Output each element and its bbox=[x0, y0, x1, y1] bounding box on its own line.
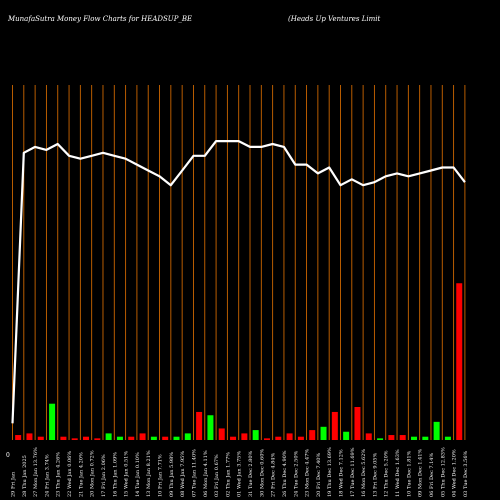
x-tick-label: 30 Mon Dec 0.60% bbox=[259, 449, 265, 497]
x-tick-label: 24 Tue Dec 2.50% bbox=[293, 450, 299, 497]
money-flow-bar bbox=[252, 430, 259, 440]
money-flow-bar bbox=[320, 426, 327, 440]
x-tick-label: 06 Fri Dec 7.14% bbox=[429, 453, 435, 497]
money-flow-bar bbox=[309, 430, 316, 440]
money-flow-bar bbox=[37, 436, 44, 440]
money-flow-bar bbox=[173, 436, 180, 440]
x-tick-label: 18 Wed Dec 7.12% bbox=[339, 449, 345, 497]
y-zero-label: 0 bbox=[6, 452, 10, 459]
money-flow-bar bbox=[422, 436, 429, 440]
x-tick-label: 16 Mon Dec 5.62% bbox=[361, 449, 367, 497]
x-tick-label: 28 Thu Jan 2025 bbox=[22, 455, 28, 497]
x-tick-label: 24 Fri Jan 3.74% bbox=[44, 454, 50, 497]
money-flow-bar bbox=[128, 436, 135, 440]
x-tick-label: 31 Tue Dec 2.80% bbox=[248, 450, 254, 497]
money-flow-bar bbox=[365, 433, 372, 440]
x-tick-label: 27 Mon Jan 13.76% bbox=[33, 447, 39, 497]
money-flow-bar bbox=[196, 411, 203, 440]
x-tick-label: 17 Fri Jan 2.06% bbox=[101, 454, 107, 497]
x-tick-label: 10 Tue Dec 1.81% bbox=[406, 450, 412, 497]
company-name: (Heads Up Ventures Limit bbox=[288, 15, 381, 23]
money-flow-bar bbox=[26, 433, 33, 440]
x-tick-label: 05 Thu Dec 12.83% bbox=[440, 447, 446, 497]
money-flow-bar bbox=[207, 415, 214, 440]
x-tick-label: 07 Tue Jan 11.40% bbox=[192, 449, 198, 497]
x-tick-label: 13 Mon Jan 8.21% bbox=[146, 450, 152, 497]
money-flow-bar bbox=[116, 436, 123, 440]
x-tick-label: 23 Mon Dec 4.47% bbox=[305, 449, 311, 497]
money-flow-bar bbox=[411, 436, 418, 440]
money-flow-bar bbox=[94, 438, 101, 440]
money-flow-bar bbox=[49, 403, 56, 440]
money-flow-bar bbox=[184, 433, 191, 440]
x-tick-label: 21 Tue Jan 4.20% bbox=[78, 452, 84, 497]
x-tick-label: 23 Thu Jan 4.26% bbox=[56, 452, 62, 497]
x-tick-label: 16 Thu Jan 1.09% bbox=[112, 452, 118, 497]
money-flow-bar bbox=[275, 436, 282, 440]
money-flow-bar bbox=[456, 283, 463, 440]
x-tick-label: 03 Fri Jan 0.67% bbox=[214, 454, 220, 497]
x-tick-label: 14 Tue Jan 0.10% bbox=[135, 452, 141, 497]
x-tick-label: 17 Tue Dec 11.69% bbox=[350, 447, 356, 497]
x-tick-label: 12 Thu Dec 5.20% bbox=[384, 450, 390, 497]
money-flow-bar bbox=[343, 431, 350, 440]
x-tick-label: 06 Mon Jan 4.11% bbox=[203, 450, 209, 497]
x-tick-label: 15 Wed Jan 0.51% bbox=[124, 451, 130, 497]
money-flow-bar bbox=[139, 433, 146, 440]
money-flow-bar bbox=[388, 435, 395, 440]
money-flow-bar bbox=[15, 435, 22, 440]
x-tick-label: 22 Wed Jan 0.06% bbox=[67, 451, 73, 497]
x-tick-label: 09 Thu Jan 5.98% bbox=[169, 452, 175, 497]
money-flow-bar bbox=[60, 436, 67, 440]
money-flow-bar bbox=[331, 411, 338, 440]
money-flow-bar bbox=[230, 436, 237, 440]
money-flow-bar bbox=[444, 436, 451, 440]
money-flow-bars bbox=[15, 283, 463, 440]
money-flow-bar bbox=[83, 436, 90, 440]
money-flow-bar bbox=[286, 433, 293, 440]
x-tick-label: 09 Mon Dec 1.41% bbox=[418, 449, 424, 497]
money-flow-bar bbox=[433, 421, 440, 440]
money-flow-bar bbox=[105, 433, 112, 440]
x-tick-label: 10 Fri Jan 7.71% bbox=[158, 454, 164, 497]
x-tick-label: 11 Wed Dec 1.63% bbox=[395, 449, 401, 497]
x-tick-label: 01 Wed Jan 3.75% bbox=[237, 451, 243, 497]
x-tick-label: 03 Tue Dec 3.56% bbox=[463, 450, 469, 497]
x-tick-label: 27 Fri Dec 4.84% bbox=[271, 453, 277, 497]
money-flow-bar bbox=[399, 435, 406, 440]
x-tick-label: 08 Wed Jan 7.95% bbox=[180, 451, 186, 497]
money-flow-bar bbox=[241, 433, 248, 440]
x-tick-label: 19 Thu Dec 13.69% bbox=[327, 447, 333, 497]
money-flow-bar bbox=[150, 436, 157, 440]
money-flow-bar bbox=[263, 438, 270, 440]
x-axis-labels: 29 Fri Jan 28 Thu Jan 2025 27 Mon Jan 13.7… bbox=[11, 447, 469, 497]
x-tick-label: 29 Fri Jan bbox=[11, 471, 17, 497]
money-flow-bar bbox=[71, 438, 78, 440]
price-line bbox=[11, 140, 466, 424]
x-tick-label: 04 Wed Dec 1.20% bbox=[452, 449, 458, 497]
gridlines bbox=[12, 85, 466, 440]
money-flow-bar bbox=[377, 438, 384, 440]
x-tick-label: 13 Fri Dec 9.05% bbox=[372, 453, 378, 497]
money-flow-bar bbox=[162, 436, 169, 440]
chart-title: MunafaSutra Money Flow Charts for HEADSU… bbox=[8, 15, 193, 23]
x-tick-label: 02 Thu Jan 1.77% bbox=[225, 452, 231, 497]
x-tick-label: 26 Thu Dec 4.90% bbox=[282, 450, 288, 497]
money-flow-bar bbox=[354, 407, 361, 440]
x-tick-label: 20 Mon Jan 0.72% bbox=[90, 450, 96, 497]
money-flow-bar bbox=[218, 428, 225, 440]
x-tick-label: 20 Fri Dec 7.40% bbox=[316, 453, 322, 497]
money-flow-bar bbox=[297, 436, 304, 440]
